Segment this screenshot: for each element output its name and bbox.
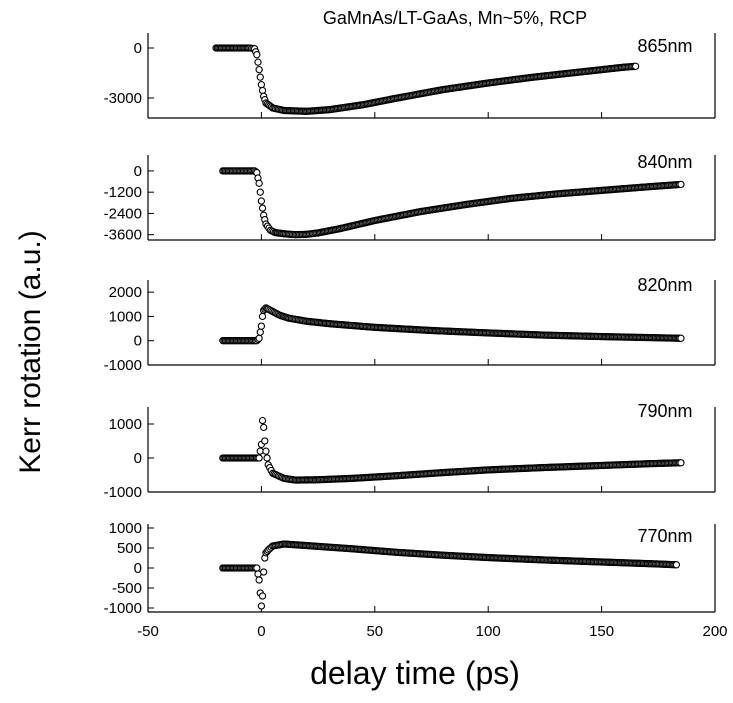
data-point [257,322,266,330]
data-point [677,180,685,189]
y-tick-label: 0 [134,560,142,577]
x-tick-label: -50 [137,623,159,640]
data-point [255,179,263,187]
data-point [677,334,685,342]
y-tick-label: 0 [134,450,142,467]
y-tick-label: 0 [134,163,142,180]
y-tick-label: 500 [117,540,142,557]
data-point [260,568,268,576]
data-point [262,447,270,455]
y-tick-label: 0 [134,40,142,57]
y-tick-label: 2000 [109,284,142,301]
y-tick-label: -3000 [104,90,142,107]
x-tick-label: 150 [589,623,614,640]
series-820nm [219,304,685,345]
data-point [253,564,261,572]
data-point [255,66,263,74]
data-point [263,454,271,462]
data-point [677,459,685,467]
data-point [258,416,267,425]
y-tick-label: -500 [112,580,142,597]
panel-label: 820nm [637,275,692,295]
x-tick-label: 0 [257,623,265,640]
panels-group: 0-3000865nm0-1200-2400-3600840nm20001000… [104,33,728,640]
x-tick-label: 100 [476,623,501,640]
series-865nm [212,44,640,115]
data-point [258,312,267,321]
data-point [260,423,268,432]
data-point [257,602,266,610]
x-tick-label: 200 [702,623,727,640]
y-tick-label: -1200 [104,184,142,201]
data-point [253,51,261,59]
data-point [254,58,262,66]
data-point [257,81,266,89]
y-tick-label: 1000 [109,520,142,537]
y-tick-label: 1000 [109,308,142,325]
data-point [258,204,267,212]
y-tick-label: -2400 [104,205,142,222]
data-point [255,576,263,584]
data-point [258,86,267,95]
data-point [256,73,264,81]
data-point [256,328,264,336]
panel-840nm: 0 -1200 -2400 -3600 840nm [104,152,716,244]
y-axis-label: Kerr rotation (a.u.) [14,230,47,473]
y-tick-label: -1000 [104,357,142,374]
y-tick-label: -1000 [104,600,142,617]
x-axis-label: delay time (ps) [310,655,520,691]
x-tick-label: 50 [366,623,383,640]
y-tick-label: 0 [134,333,142,350]
y-tick-label: -1000 [104,484,142,501]
series-770nm [219,540,681,610]
data-point [257,197,266,205]
panel-790nm: 1000 0 -1000 790nm [104,401,716,501]
panel-label: 770nm [637,526,692,546]
series-790nm [219,416,685,484]
data-point [261,437,269,445]
y-tick-label: -3600 [104,227,142,244]
panel-label: 840nm [637,152,692,172]
panel-820nm: 2000 1000 0 -1000 820nm [104,275,716,374]
data-point [255,334,263,342]
data-point [631,62,640,70]
data-point [256,188,264,196]
panel-label: 790nm [637,401,692,421]
data-point [672,561,681,569]
panel-label: 865nm [637,36,692,56]
panel-865nm: 0 -3000 865nm [104,33,716,119]
data-point [258,592,267,600]
series-840nm [219,167,685,239]
chart-title: GaMnAs/LT-GaAs, Mn~5%, RCP [323,8,587,28]
data-point [255,454,263,462]
y-tick-label: 1000 [109,416,142,433]
